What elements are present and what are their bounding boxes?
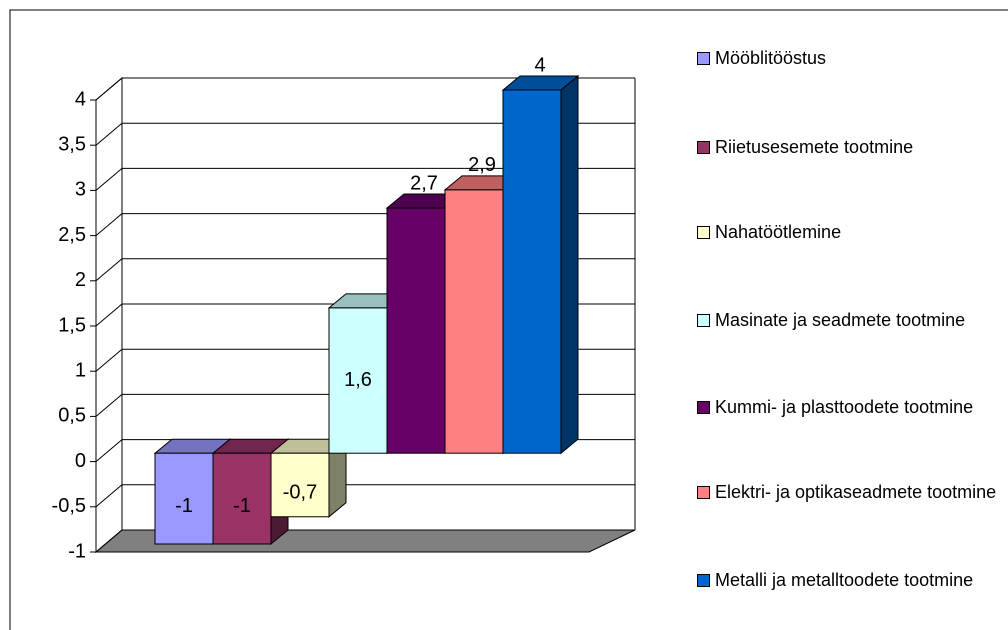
chart-border — [9, 9, 1008, 630]
grid-line — [95, 122, 635, 146]
y-tick-label: 3,5 — [58, 133, 86, 155]
data-label: 2,9 — [468, 154, 496, 176]
data-label: -1 — [175, 495, 193, 517]
bar — [502, 89, 562, 454]
bar — [328, 307, 388, 454]
legend-item: Mööblitööstus — [697, 45, 997, 71]
legend-swatch — [697, 226, 710, 239]
data-label: 4 — [534, 54, 545, 76]
legend-item: Kummi- ja plasttoodete tootmine — [697, 394, 997, 420]
legend-label: Nahatöötlemine — [715, 222, 842, 242]
y-tick-label: 2,5 — [58, 224, 86, 246]
bar — [212, 452, 272, 545]
legend-swatch — [697, 52, 710, 65]
legend-swatch — [697, 574, 710, 587]
legend-item: Masinate ja seadmete tootmine — [697, 307, 997, 333]
data-label: 1,6 — [344, 369, 372, 391]
legend-label: Elektri- ja optikaseadmete tootmine — [715, 482, 997, 502]
bar-side — [560, 74, 579, 455]
data-label: 2,7 — [410, 172, 438, 194]
legend-item: Riietusesemete tootmine — [697, 134, 997, 160]
y-tick-label: 4 — [75, 88, 86, 110]
legend-swatch — [697, 141, 710, 154]
legend-item: Elektri- ja optikaseadmete tootmine — [697, 479, 997, 505]
y-tick-label: -0,5 — [52, 495, 86, 517]
legend-item: Metalli ja metalltoodete tootmine — [697, 567, 997, 593]
bar — [270, 452, 330, 518]
legend-swatch — [697, 486, 710, 499]
bar — [386, 207, 446, 454]
data-label: -1 — [233, 495, 251, 517]
bar — [444, 189, 504, 454]
y-tick-label: 2 — [75, 269, 86, 291]
legend-swatch — [697, 314, 710, 327]
y-tick-label: 3 — [75, 179, 86, 201]
y-tick-label: 0 — [75, 450, 86, 472]
legend-label: Mööblitööstus — [715, 48, 827, 68]
bar — [154, 452, 214, 545]
legend-label: Riietusesemete tootmine — [715, 137, 914, 157]
data-label: -0,7 — [283, 481, 317, 503]
legend-label: Masinate ja seadmete tootmine — [715, 310, 966, 330]
y-tick-label: 0,5 — [58, 405, 86, 427]
grid-line — [95, 167, 635, 191]
legend-item: Nahatöötlemine — [697, 219, 997, 245]
legend-label: Kummi- ja plasttoodete tootmine — [715, 397, 974, 417]
y-tick-label: 1,5 — [58, 314, 86, 336]
y-tick-label: -1 — [68, 540, 86, 562]
legend-swatch — [697, 401, 710, 414]
grid-line — [95, 484, 635, 508]
y-tick-label: 1 — [75, 359, 86, 381]
grid-line — [95, 77, 635, 101]
legend-label: Metalli ja metalltoodete tootmine — [715, 570, 974, 590]
